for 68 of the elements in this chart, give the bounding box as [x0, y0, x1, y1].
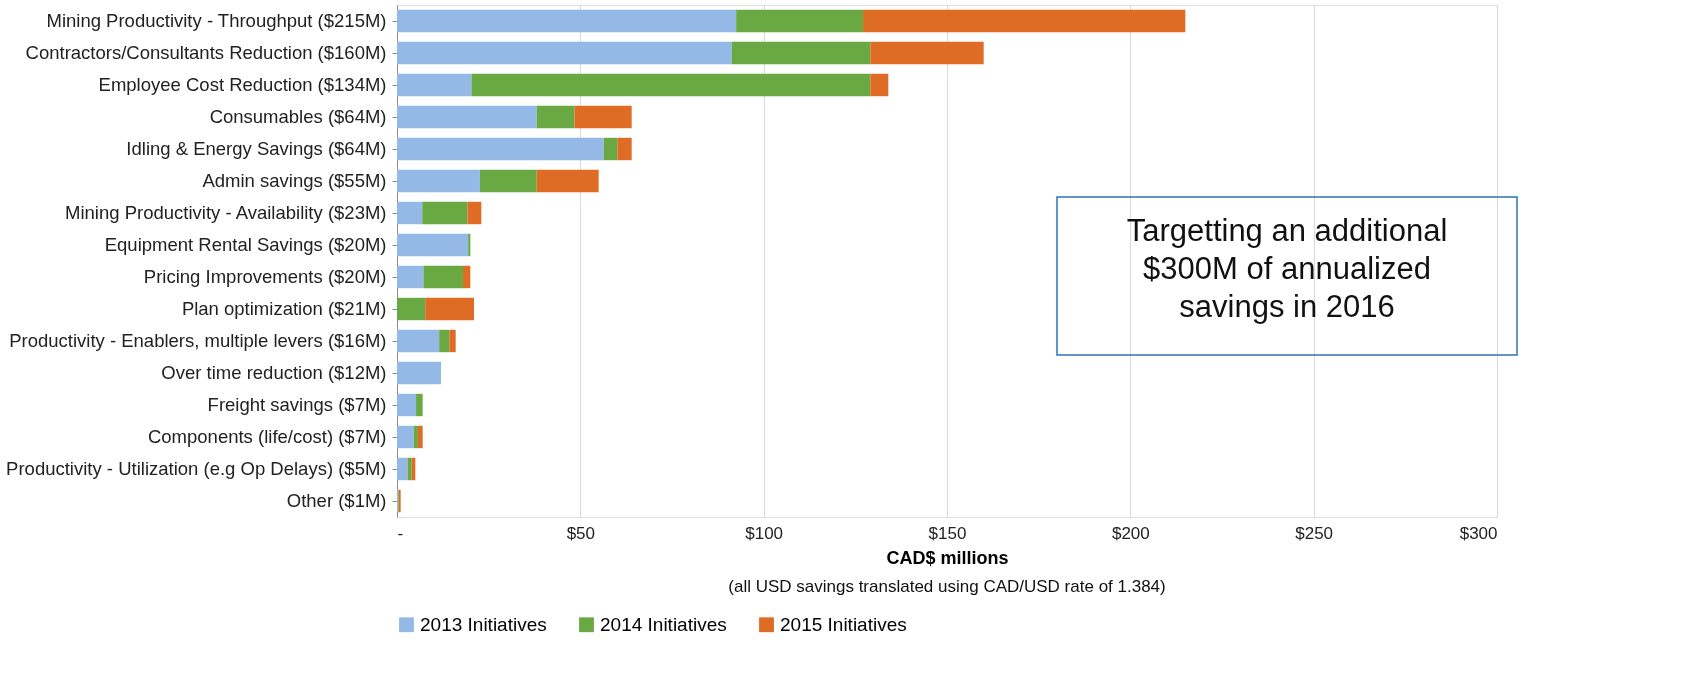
bar [397, 425, 414, 449]
bar [397, 393, 417, 417]
bar [870, 73, 889, 97]
legend-label: 2014 Initiatives [600, 613, 727, 635]
bar [617, 137, 632, 161]
bar [863, 9, 1186, 33]
annotation: Targetting an additional $300M of annualized savings in 2016 [1126, 213, 1448, 324]
bar [397, 137, 604, 161]
bar [870, 41, 984, 65]
bar [397, 169, 480, 193]
y-tick-label: Idling & Energy Savings ($64M) [126, 138, 387, 159]
y-tick-label: Employee Cost Reduction ($134M) [98, 74, 387, 95]
bar [397, 361, 441, 385]
bar [536, 105, 575, 129]
x-tick-label: $200 [1111, 523, 1150, 543]
bar [413, 425, 418, 449]
y-tick-label: Equipment Rental Savings ($20M) [104, 234, 387, 255]
y-tick-label: Admin savings ($55M) [202, 170, 387, 191]
y-tick-label: Productivity - Enablers, multiple levers ($16M) [9, 330, 387, 351]
bar [736, 9, 864, 33]
y-tick-label: Plan optimization ($21M) [181, 298, 387, 319]
y-tick-label: Mining Productivity - Throughput ($215M) [46, 10, 387, 31]
bar [397, 9, 737, 33]
bar [468, 233, 471, 257]
x-tick-label: $100 [745, 523, 784, 543]
y-tick-label: Components (life/cost) ($7M) [147, 426, 387, 447]
bar [603, 137, 618, 161]
bar [407, 457, 412, 481]
bar [397, 233, 469, 257]
bar [731, 41, 871, 65]
bar [397, 73, 472, 97]
x-tick-label: $300 [1459, 523, 1498, 543]
bar [439, 329, 450, 353]
bar [536, 169, 599, 193]
bar [397, 329, 440, 353]
bar [471, 73, 871, 97]
bar [479, 169, 537, 193]
bar [423, 265, 463, 289]
x-tick-label: $50 [566, 523, 596, 543]
legend-label: 2013 Initiatives [420, 613, 547, 635]
text: (all USD savings translated using CAD/USD rate of 1.384) [728, 577, 1166, 596]
y-tick-label: Productivity - Utilization (e.g Op Delays) ($5M) [6, 458, 387, 479]
bar [463, 265, 471, 289]
bar [397, 457, 408, 481]
x-axis-title: CAD$ millions [886, 547, 1009, 568]
y-tick-label: Contractors/Consultants Reduction ($160M) [25, 42, 387, 63]
bar [397, 105, 537, 129]
legend-label: 2015 Initiatives [780, 613, 907, 635]
bar [449, 329, 456, 353]
y-tick-label: Other ($1M) [286, 490, 387, 511]
bar [574, 105, 632, 129]
bar [397, 41, 732, 65]
x-tick-label: $250 [1295, 523, 1334, 543]
bar [467, 201, 482, 225]
y-tick-label: Mining Productivity - Availability ($23M) [65, 202, 387, 223]
y-tick-label: Freight savings ($7M) [207, 394, 387, 415]
y-tick-label: Consumables ($64M) [209, 106, 387, 127]
bar [397, 201, 423, 225]
y-tick-label: Pricing Improvements ($20M) [143, 266, 387, 287]
bar [422, 201, 468, 225]
bar [416, 393, 423, 417]
bar [397, 265, 424, 289]
y-tick-label: Over time reduction ($12M) [161, 362, 387, 383]
bar [397, 297, 426, 321]
bar [417, 425, 423, 449]
x-tick-label: $150 [928, 523, 967, 543]
bar [425, 297, 474, 321]
x-tick-label: - [397, 523, 404, 543]
